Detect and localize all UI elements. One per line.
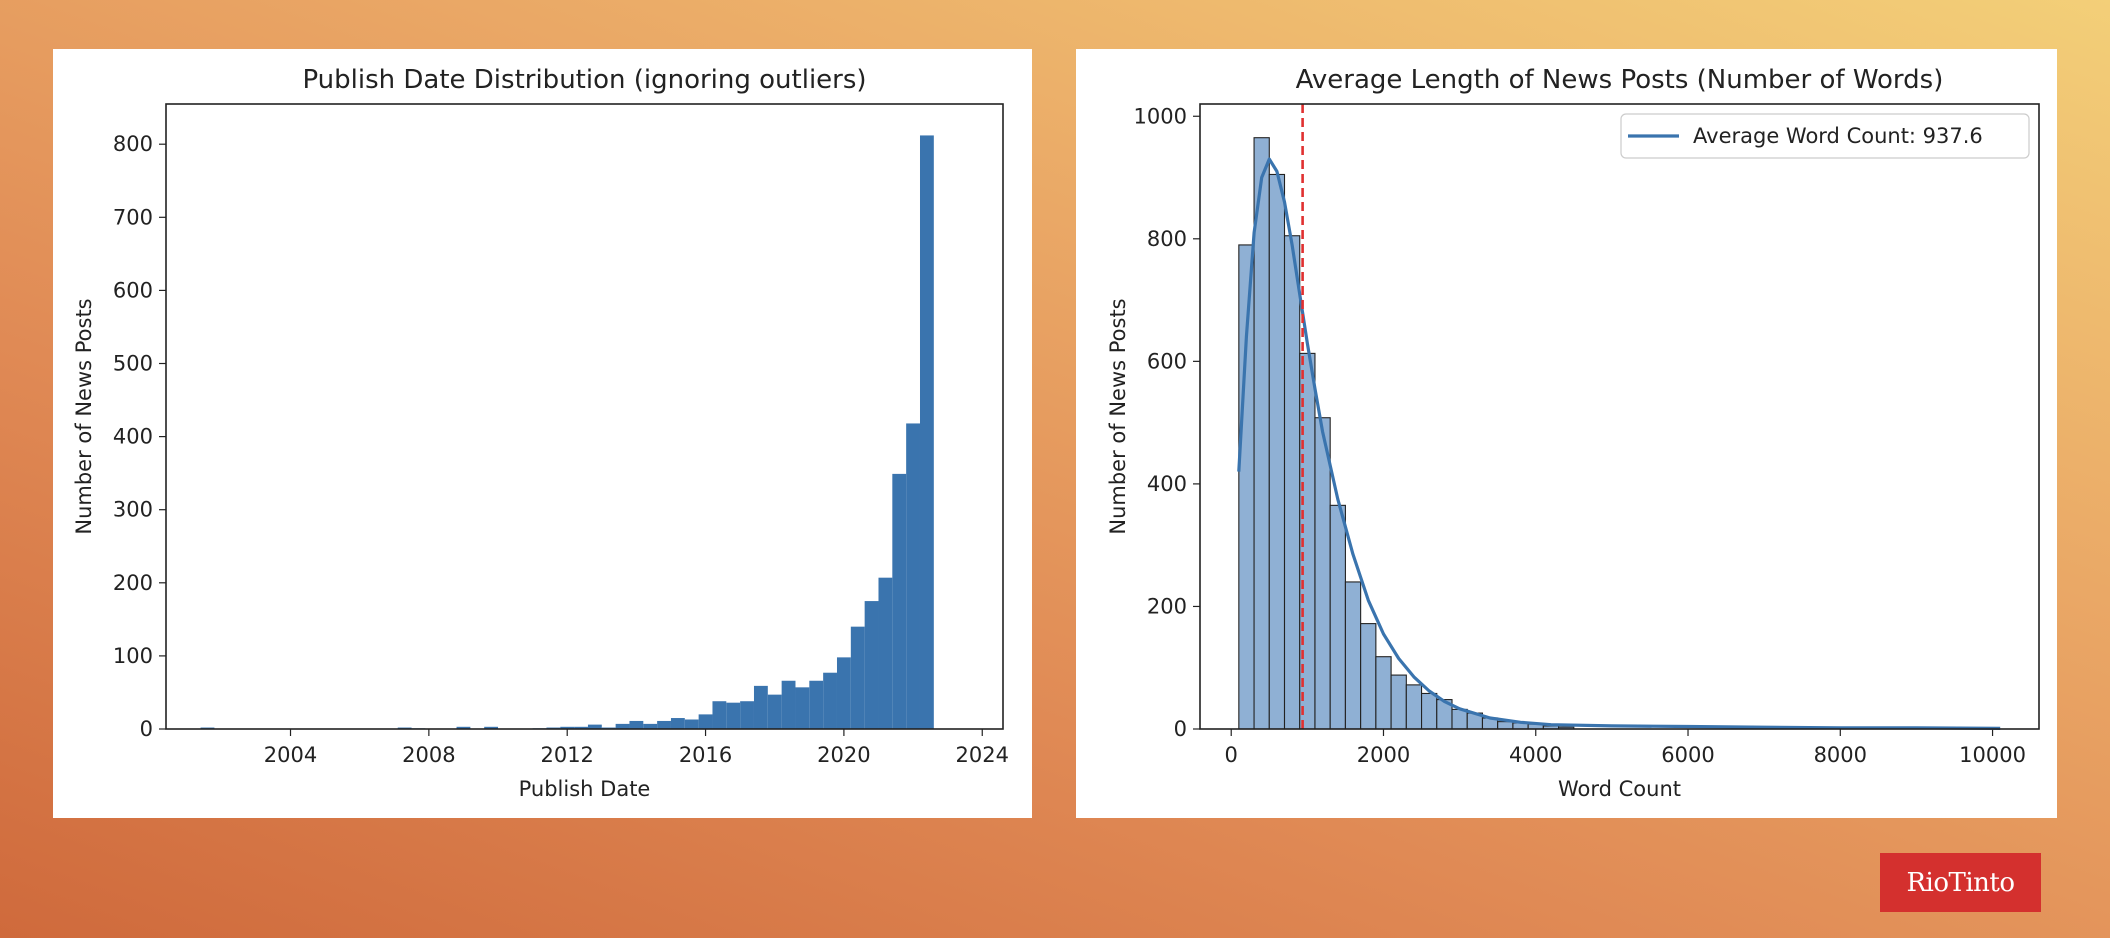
legend: Average Word Count: 937.6	[1620, 113, 2030, 159]
histogram-bar	[574, 726, 588, 729]
x-tick-label: 2008	[402, 743, 455, 767]
histogram-bar	[726, 702, 741, 729]
histogram-bar	[670, 718, 685, 729]
histogram-bar	[629, 720, 644, 729]
plot-area-border	[1199, 103, 2040, 730]
histogram-bar	[1360, 623, 1377, 730]
chart-panel-word-count: 0 2000 4000 6000 8000 10000 0 200 400 600 800 1000 A…	[1076, 49, 2057, 818]
x-axis-label: Word Count	[1558, 777, 1681, 801]
histogram-bar	[1283, 235, 1301, 730]
histogram-bar	[1421, 692, 1438, 730]
y-axis-label: Number of News Posts	[72, 298, 96, 534]
histogram-bar	[878, 577, 893, 729]
histogram-bar	[1268, 173, 1286, 730]
histogram-bar	[643, 723, 658, 729]
y-tick-label: 200	[1147, 594, 1187, 618]
x-tick-label: 10000	[1959, 743, 2026, 767]
histogram-bar	[740, 701, 754, 729]
histogram-bar	[753, 685, 768, 729]
y-tick-label: 500	[113, 352, 153, 376]
histogram-bar	[615, 723, 630, 729]
histogram-bar	[1451, 708, 1468, 730]
histogram-bar	[1329, 504, 1346, 730]
y-axis-label: Number of News Posts	[1106, 298, 1130, 534]
x-tick-label: 6000	[1661, 743, 1714, 767]
kde-curve	[1237, 157, 2001, 730]
y-tick-label: 700	[113, 205, 153, 229]
histogram-bar	[1314, 417, 1331, 730]
legend-box	[1620, 113, 2030, 159]
histogram-bar	[1344, 581, 1362, 730]
y-tick-label: 100	[113, 644, 153, 668]
x-axis-label: Publish Date	[519, 777, 651, 801]
histogram-bar	[836, 657, 851, 729]
histogram-bar	[657, 720, 671, 729]
histogram-bar	[892, 473, 907, 729]
y-tick-label: 200	[113, 571, 153, 595]
histogram-bar	[850, 626, 865, 729]
y-tick-label: 400	[113, 425, 153, 449]
y-tick-label: 1000	[1134, 104, 1187, 128]
word-count-histogram: 0 2000 4000 6000 8000 10000 0 200 400 600 800 1000 A…	[1106, 65, 2040, 801]
histogram-bar	[587, 724, 602, 729]
histogram-bar	[1390, 674, 1407, 730]
histogram-bar	[809, 680, 824, 729]
histogram-bar	[684, 719, 699, 729]
histogram-bar	[484, 726, 499, 729]
x-tick-label: 0	[1225, 743, 1238, 767]
histogram-bar	[1405, 684, 1423, 730]
x-tick-label: 2012	[540, 743, 593, 767]
legend-label: Average Word Count: 937.6	[1693, 124, 1983, 148]
histogram-bar	[698, 714, 713, 729]
histogram-bar	[864, 601, 879, 729]
y-tick-label: 800	[1147, 227, 1187, 251]
histogram-bar	[823, 672, 837, 729]
histogram-bar	[1375, 656, 1392, 730]
histogram-bar	[560, 726, 575, 729]
histogram-bar	[1497, 721, 1514, 730]
x-tick-label: 2020	[817, 743, 870, 767]
rio-tinto-logo: RioTinto	[1880, 853, 2041, 912]
chart-panel-publish-date: 2004 2008 2012 2016 2020 2024 0 100 200 300 400 500…	[53, 49, 1032, 818]
histogram-bar	[795, 687, 810, 729]
x-tick-label: 2024	[956, 743, 1009, 767]
x-tick-label: 2004	[264, 743, 317, 767]
y-tick-label: 600	[1147, 349, 1187, 373]
y-tick-label: 800	[113, 132, 153, 156]
histogram-bar	[781, 680, 796, 729]
y-tick-label: 0	[140, 717, 153, 741]
x-tick-label: 2016	[679, 743, 732, 767]
x-tick-label: 8000	[1814, 743, 1867, 767]
plot-area-border	[165, 103, 1004, 730]
chart-title: Average Length of News Posts (Number of …	[1296, 65, 1944, 95]
histogram-bar	[712, 701, 727, 729]
histogram-bar	[906, 423, 920, 729]
chart-title: Publish Date Distribution (ignoring outl…	[302, 65, 866, 95]
x-tick-label: 4000	[1509, 743, 1562, 767]
y-tick-label: 400	[1147, 472, 1187, 496]
x-tick-label: 2000	[1357, 743, 1410, 767]
y-tick-label: 300	[113, 498, 153, 522]
y-tick-label: 0	[1174, 717, 1187, 741]
histogram-bar	[456, 726, 471, 729]
y-tick-label: 600	[113, 278, 153, 302]
histogram-bar	[767, 694, 782, 729]
histogram-bar	[919, 135, 934, 729]
publish-date-histogram: 2004 2008 2012 2016 2020 2024 0 100 200 300 400 500…	[72, 65, 1009, 801]
